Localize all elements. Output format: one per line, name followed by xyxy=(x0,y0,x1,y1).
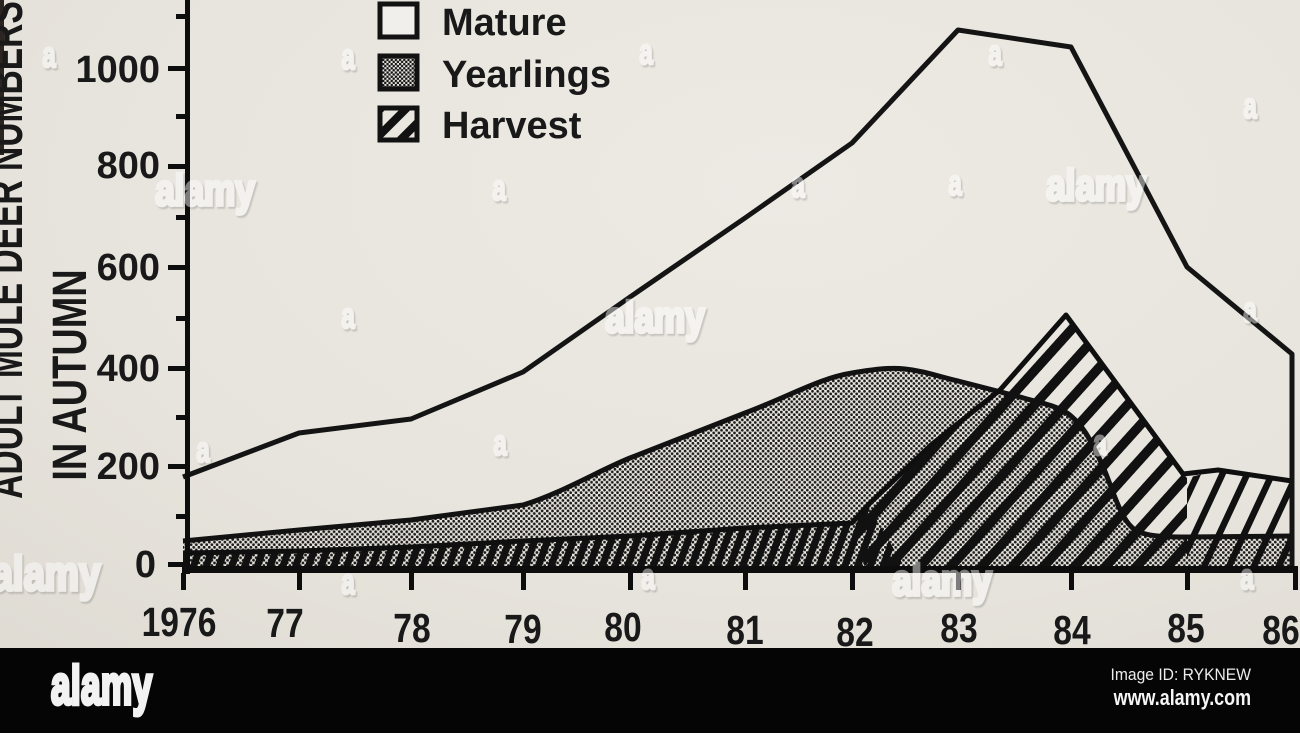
svg-text:800: 800 xyxy=(97,145,160,187)
svg-text:a: a xyxy=(493,423,507,463)
svg-text:alamy: alamy xyxy=(892,556,992,605)
svg-text:a: a xyxy=(1240,557,1254,597)
svg-text:78: 78 xyxy=(393,605,430,651)
svg-text:alamy: alamy xyxy=(1046,161,1146,210)
svg-text:a: a xyxy=(988,33,1002,73)
svg-text:ADULT MULE DEER NUMBERS: ADULT MULE DEER NUMBERS xyxy=(0,1,32,499)
svg-text:a: a xyxy=(948,163,962,203)
svg-text:a: a xyxy=(42,35,56,75)
svg-text:82: 82 xyxy=(836,609,873,655)
svg-text:a: a xyxy=(1243,290,1257,330)
svg-text:83: 83 xyxy=(940,605,977,651)
svg-text:0: 0 xyxy=(135,544,156,586)
svg-text:alamy: alamy xyxy=(51,654,152,716)
svg-text:400: 400 xyxy=(97,348,160,390)
svg-text:a: a xyxy=(1243,86,1257,126)
svg-text:86: 86 xyxy=(1262,607,1299,653)
svg-text:a: a xyxy=(639,32,653,72)
svg-text:a: a xyxy=(492,168,506,208)
svg-text:a: a xyxy=(1093,423,1107,463)
svg-text:80: 80 xyxy=(604,604,641,650)
svg-text:a: a xyxy=(196,430,210,470)
svg-text:84: 84 xyxy=(1053,607,1091,653)
svg-text:85: 85 xyxy=(1167,605,1204,651)
svg-text:a: a xyxy=(641,557,655,597)
svg-text:200: 200 xyxy=(97,446,160,488)
svg-text:a: a xyxy=(341,562,355,602)
svg-text:Yearlings: Yearlings xyxy=(442,54,611,96)
svg-text:Harvest: Harvest xyxy=(442,105,582,147)
svg-text:alamy: alamy xyxy=(0,548,100,601)
svg-text:alamy: alamy xyxy=(605,293,705,342)
svg-text:IN AUTUMN: IN AUTUMN xyxy=(44,269,97,480)
svg-text:79: 79 xyxy=(504,606,541,652)
svg-text:Mature: Mature xyxy=(442,2,567,44)
svg-text:81: 81 xyxy=(726,607,763,653)
svg-text:a: a xyxy=(791,165,805,205)
svg-text:a: a xyxy=(341,37,355,77)
svg-text:77: 77 xyxy=(266,600,303,646)
svg-text:1976: 1976 xyxy=(142,599,217,645)
svg-text:alamy: alamy xyxy=(155,166,255,215)
svg-text:www.alamy.com: www.alamy.com xyxy=(1113,686,1251,710)
svg-text:600: 600 xyxy=(97,247,160,289)
svg-text:Image ID: RYKNEW: Image ID: RYKNEW xyxy=(1111,665,1252,684)
svg-text:a: a xyxy=(341,296,355,336)
svg-text:1000: 1000 xyxy=(75,49,160,91)
